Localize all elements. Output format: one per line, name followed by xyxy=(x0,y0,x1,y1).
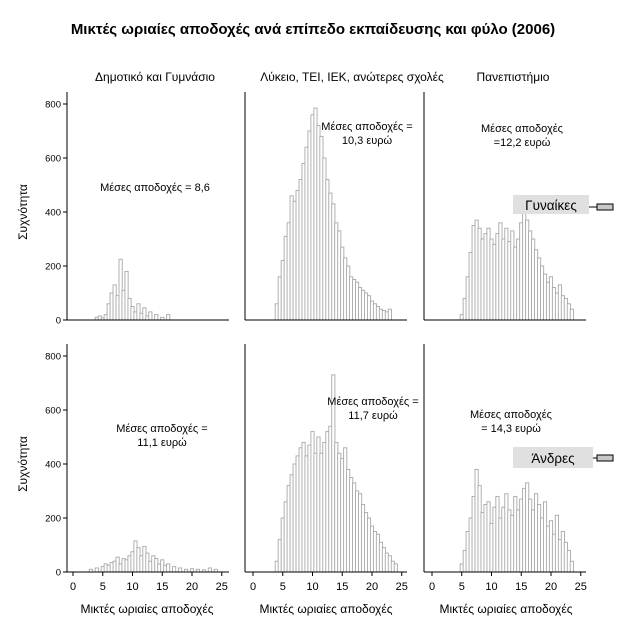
histogram-bar xyxy=(387,308,392,321)
mean-annotation-line: Μέσες αποδοχές = 8,6 xyxy=(100,182,210,194)
legend-men: Άνδρες xyxy=(513,447,614,468)
histogram-bar xyxy=(148,311,153,321)
histogram-bar xyxy=(172,566,177,573)
annotations-group: Μέσες αποδοχές = 8,6 Μέσες αποδοχές = 10,3… xyxy=(100,121,563,449)
legend-men-swatch xyxy=(596,454,614,462)
panel-women-university xyxy=(459,208,574,321)
column-title-primary: Δημοτικό και Γυμνάσιο xyxy=(95,70,215,84)
x-axis-label-secondary: Μικτές ωριαίες αποδοχές xyxy=(260,602,393,616)
x-tick-label: 0 xyxy=(250,581,256,593)
mean-annotation-line: 11,1 ευρώ xyxy=(137,437,187,449)
mean-annotation-line: 10,3 ευρώ xyxy=(342,135,393,147)
histogram-bar xyxy=(569,560,574,573)
histogram-bar xyxy=(94,567,99,573)
mean-annotation-line: Μέσες αποδοχές xyxy=(481,123,563,135)
y-tick-label: 0 xyxy=(56,568,61,579)
x-tick-label: 25 xyxy=(216,581,228,593)
mean-annotation-line: Μέσες αποδοχές = xyxy=(321,121,412,133)
column-title-secondary: Λύκειο, ΤΕΙ, ΙΕΚ, ανώτερες σχολές xyxy=(260,70,444,84)
x-tick-label: 10 xyxy=(485,581,497,593)
y-tick-label: 800 xyxy=(45,352,61,363)
legend-women-box xyxy=(513,195,589,214)
mean-annotation: Μέσες αποδοχές = 14,3 ευρώ xyxy=(470,409,552,435)
x-tick-label: 0 xyxy=(70,581,76,593)
column-title-university: Πανεπιστήμιο xyxy=(477,70,550,84)
y-tick-label: 0 xyxy=(56,316,61,327)
mean-annotation-line: = 14,3 ευρώ xyxy=(481,423,541,435)
x-tick-label: 0 xyxy=(429,581,435,593)
x-axis-label-primary: Μικτές ωριαίες αποδοχές xyxy=(81,602,214,616)
histogram-bar xyxy=(166,563,171,573)
panel-men-university xyxy=(459,468,574,573)
x-tick-label: 10 xyxy=(306,581,318,593)
panel-women-primary xyxy=(94,258,171,321)
x-tick-label: 15 xyxy=(156,581,168,593)
y-tick-label: 800 xyxy=(45,100,61,111)
y-axis-label-women: Συχνότητα xyxy=(16,184,30,240)
legend-men-box xyxy=(513,447,593,468)
histogram-bar xyxy=(178,567,183,573)
y-tick-label: 600 xyxy=(45,154,61,165)
x-tick-label: 15 xyxy=(336,581,348,593)
x-tick-label: 10 xyxy=(126,581,138,593)
legend-women-label: Γυναίκες xyxy=(525,198,577,213)
x-tick-label: 20 xyxy=(545,581,557,593)
mean-annotation: Μέσες αποδοχές = 8,6 xyxy=(100,182,210,194)
mean-annotation-line: Μέσες αποδοχές = xyxy=(327,396,418,408)
y-tick-label: 200 xyxy=(45,514,61,525)
panel-grid xyxy=(88,107,574,573)
y-tick-label: 400 xyxy=(45,460,61,471)
x-tick-label: 15 xyxy=(515,581,527,593)
mean-annotation: Μέσες αποδοχές = 11,1 ευρώ xyxy=(116,423,207,449)
x-tick-label: 5 xyxy=(100,581,106,593)
histogram-bar xyxy=(393,563,398,573)
chart-title: Μικτές ωριαίες αποδοχές ανά επίπεδο εκπα… xyxy=(71,21,555,38)
y-tick-label: 400 xyxy=(45,208,61,219)
x-tick-label: 25 xyxy=(575,581,587,593)
mean-annotation-line: Μέσες αποδοχές = xyxy=(116,423,207,435)
x-tick-label: 20 xyxy=(186,581,198,593)
x-axis-label-university: Μικτές ωριαίες αποδοχές xyxy=(440,602,573,616)
panel-men-primary xyxy=(88,540,218,573)
histogram-bar xyxy=(154,314,159,321)
mean-annotation: Μέσες αποδοχές =12,2 ευρώ xyxy=(481,123,563,149)
y-axis-label-men: Συχνότητα xyxy=(16,436,30,492)
mean-annotation: Μέσες αποδοχές = 11,7 ευρώ xyxy=(327,396,418,422)
y-tick-label: 200 xyxy=(45,262,61,273)
mean-annotation-line: =12,2 ευρώ xyxy=(494,137,551,149)
legend-women: Γυναίκες xyxy=(513,195,614,214)
x-tick-label: 20 xyxy=(366,581,378,593)
y-tick-label: 600 xyxy=(45,406,61,417)
x-tick-label: 25 xyxy=(396,581,408,593)
panel-women-secondary xyxy=(274,107,392,321)
mean-annotation-line: 11,7 ευρώ xyxy=(348,410,398,422)
legend-men-label: Άνδρες xyxy=(531,451,575,466)
mean-annotation-line: Μέσες αποδοχές xyxy=(470,409,552,421)
legend-women-swatch xyxy=(596,203,614,211)
histogram-bar xyxy=(166,314,171,321)
x-tick-label: 5 xyxy=(459,581,465,593)
histogram-bar xyxy=(207,567,212,573)
mean-annotation: Μέσες αποδοχές = 10,3 ευρώ xyxy=(321,121,412,147)
histogram-bar xyxy=(569,308,574,321)
x-tick-label: 5 xyxy=(280,581,286,593)
